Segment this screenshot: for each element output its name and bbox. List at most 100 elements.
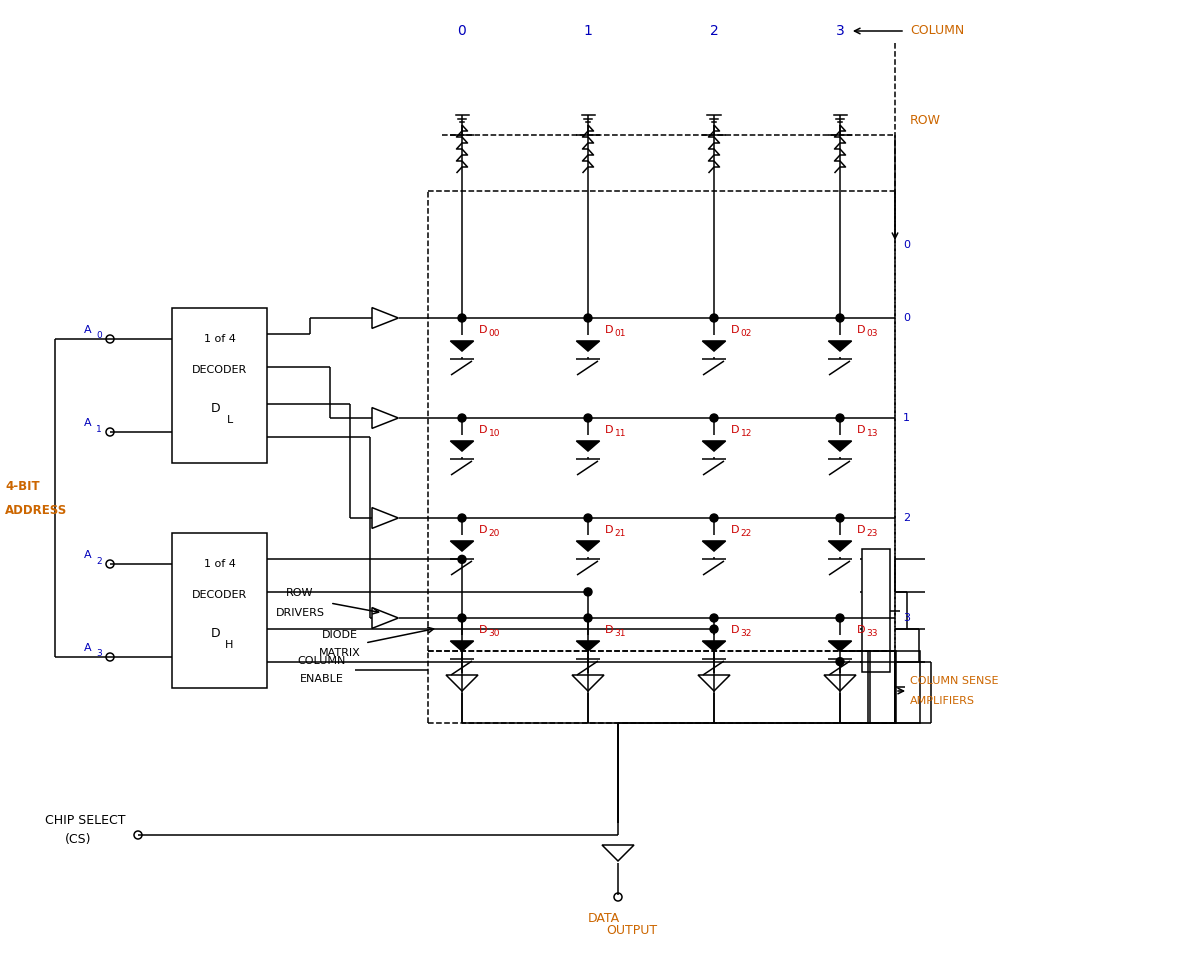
Circle shape — [584, 588, 592, 595]
Text: D: D — [606, 325, 614, 335]
Text: DATA: DATA — [588, 912, 620, 924]
Text: MATRIX: MATRIX — [319, 648, 361, 658]
Polygon shape — [702, 441, 726, 451]
Circle shape — [458, 514, 466, 522]
Polygon shape — [577, 441, 600, 451]
Text: COLUMN SENSE: COLUMN SENSE — [909, 676, 999, 686]
Text: ROW: ROW — [909, 115, 940, 127]
Text: L: L — [226, 414, 232, 424]
Text: D: D — [857, 325, 865, 335]
Circle shape — [458, 556, 466, 563]
Circle shape — [458, 314, 466, 322]
Polygon shape — [577, 541, 600, 551]
Polygon shape — [577, 641, 600, 651]
Circle shape — [836, 658, 844, 666]
Text: 1: 1 — [97, 424, 101, 434]
Text: 1 of 4: 1 of 4 — [204, 334, 236, 344]
Circle shape — [584, 414, 592, 422]
Polygon shape — [702, 341, 726, 351]
Text: 23: 23 — [867, 529, 877, 538]
Text: D: D — [479, 325, 488, 335]
Text: D: D — [731, 425, 739, 435]
Text: ROW: ROW — [286, 588, 313, 598]
Polygon shape — [702, 541, 726, 551]
Circle shape — [836, 414, 844, 422]
Text: DECODER: DECODER — [192, 590, 247, 600]
Text: ENABLE: ENABLE — [300, 674, 344, 684]
Text: 32: 32 — [740, 630, 752, 638]
Polygon shape — [828, 641, 851, 651]
Text: 30: 30 — [489, 630, 499, 638]
Text: 13: 13 — [867, 429, 879, 439]
Text: 11: 11 — [615, 429, 626, 439]
Circle shape — [710, 514, 718, 522]
Text: COLUMN: COLUMN — [298, 656, 346, 666]
Circle shape — [836, 314, 844, 322]
Polygon shape — [451, 541, 473, 551]
Polygon shape — [577, 341, 600, 351]
Text: 4-BIT: 4-BIT — [5, 480, 39, 492]
Text: 10: 10 — [489, 429, 499, 439]
Text: 3: 3 — [836, 24, 844, 38]
Polygon shape — [451, 641, 473, 651]
Circle shape — [584, 314, 592, 322]
Polygon shape — [828, 541, 851, 551]
Text: D: D — [211, 628, 221, 640]
Text: COLUMN: COLUMN — [909, 24, 964, 38]
Text: D: D — [857, 625, 865, 635]
Text: 33: 33 — [867, 630, 879, 638]
Text: A: A — [85, 418, 92, 428]
Text: 1: 1 — [904, 413, 909, 423]
Text: D: D — [479, 425, 488, 435]
Text: 21: 21 — [615, 529, 626, 538]
Text: 31: 31 — [615, 630, 626, 638]
Text: D: D — [606, 425, 614, 435]
Circle shape — [836, 514, 844, 522]
Bar — [862, 550, 890, 671]
Circle shape — [710, 625, 718, 633]
Text: D: D — [731, 625, 739, 635]
Polygon shape — [828, 441, 851, 451]
Text: 2: 2 — [904, 513, 911, 523]
Text: 0: 0 — [904, 313, 909, 323]
Polygon shape — [451, 341, 473, 351]
Text: 1: 1 — [584, 24, 592, 38]
Text: D: D — [211, 402, 221, 415]
Circle shape — [710, 414, 718, 422]
Text: 03: 03 — [867, 330, 879, 339]
Text: DECODER: DECODER — [192, 365, 247, 375]
Text: 0: 0 — [458, 24, 466, 38]
Text: D: D — [857, 525, 865, 535]
Text: A: A — [85, 325, 92, 335]
Polygon shape — [451, 441, 473, 451]
Text: D: D — [606, 625, 614, 635]
Text: A: A — [85, 643, 92, 653]
Text: DIODE: DIODE — [322, 630, 358, 640]
Circle shape — [458, 614, 466, 622]
Text: 2: 2 — [709, 24, 719, 38]
Circle shape — [584, 514, 592, 522]
Text: ADDRESS: ADDRESS — [5, 503, 67, 517]
Text: OUTPUT: OUTPUT — [607, 924, 658, 938]
Circle shape — [710, 314, 718, 322]
Text: 2: 2 — [97, 557, 101, 565]
Text: D: D — [731, 525, 739, 535]
Polygon shape — [828, 341, 851, 351]
Text: D: D — [731, 325, 739, 335]
Text: D: D — [479, 525, 488, 535]
Text: D: D — [857, 425, 865, 435]
Text: D: D — [479, 625, 488, 635]
Polygon shape — [702, 641, 726, 651]
Text: 3: 3 — [97, 650, 101, 659]
Circle shape — [836, 614, 844, 622]
Text: (CS): (CS) — [66, 833, 92, 846]
Text: 00: 00 — [489, 330, 499, 339]
Circle shape — [584, 614, 592, 622]
Bar — [895, 651, 920, 723]
Text: 12: 12 — [740, 429, 752, 439]
Text: 1 of 4: 1 of 4 — [204, 559, 236, 569]
Circle shape — [458, 414, 466, 422]
Text: H: H — [225, 639, 234, 650]
Text: 22: 22 — [740, 529, 752, 538]
Text: A: A — [85, 550, 92, 560]
